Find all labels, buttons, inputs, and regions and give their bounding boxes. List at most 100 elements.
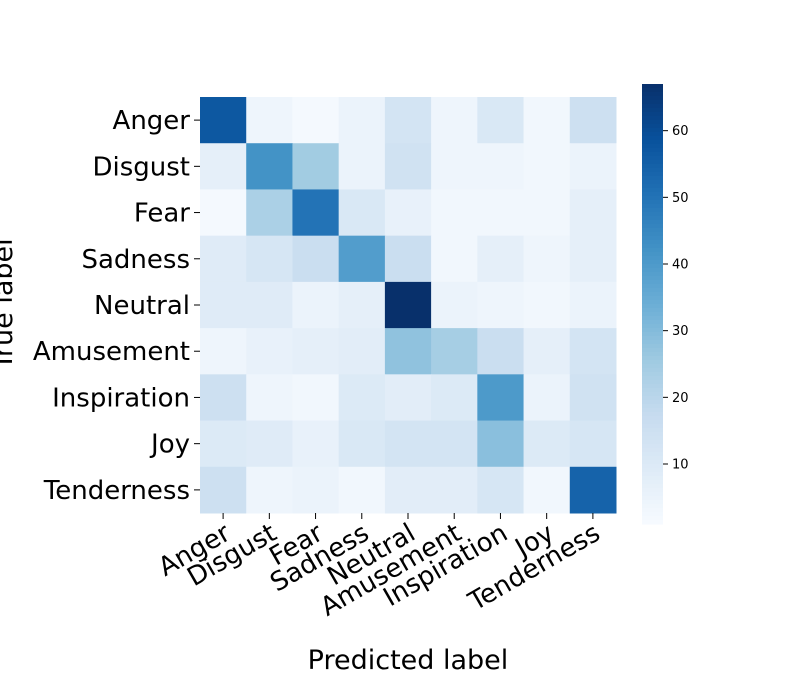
heatmap-cell-inspiration-inspiration bbox=[477, 374, 525, 422]
heatmap-cell-neutral-sadness bbox=[338, 281, 386, 329]
colorbar-segment bbox=[642, 292, 663, 297]
colorbar-segment bbox=[642, 508, 663, 513]
colorbar-segment bbox=[642, 160, 663, 165]
colorbar-segment bbox=[642, 164, 663, 169]
heatmap-cell-disgust-fear bbox=[292, 143, 340, 190]
colorbar-segment bbox=[642, 204, 663, 209]
colorbar-segment bbox=[642, 320, 663, 325]
colorbar-segment bbox=[642, 436, 663, 441]
colorbar-segment bbox=[642, 344, 663, 349]
colorbar-segment bbox=[642, 380, 663, 385]
colorbar-segment bbox=[642, 412, 663, 417]
colorbar-segment bbox=[642, 332, 663, 337]
colorbar-segment bbox=[642, 96, 663, 101]
colorbar-segment bbox=[642, 120, 663, 125]
heatmap-cell-tenderness-joy bbox=[523, 466, 571, 514]
colorbar-segment bbox=[642, 272, 663, 277]
y-tick-label-sadness: Sadness bbox=[81, 245, 190, 275]
colorbar-segment bbox=[642, 312, 663, 317]
heatmap-cell-neutral-disgust bbox=[246, 281, 293, 329]
heatmap-cell-inspiration-fear bbox=[292, 374, 340, 422]
colorbar-segment bbox=[642, 248, 663, 253]
colorbar-segment bbox=[642, 84, 663, 89]
heatmap-cell-joy-sadness bbox=[338, 420, 386, 468]
heatmap-cell-disgust-amusement bbox=[431, 143, 478, 190]
colorbar-segment bbox=[642, 228, 663, 233]
colorbar-segment bbox=[642, 356, 663, 361]
y-tick-label-neutral: Neutral bbox=[94, 291, 190, 321]
heatmap-cell-amusement-tenderness bbox=[569, 328, 617, 375]
heatmap-cell-anger-inspiration bbox=[477, 97, 525, 144]
colorbar-segment bbox=[642, 232, 663, 237]
heatmap-cell-tenderness-sadness bbox=[338, 466, 386, 514]
heatmap-cell-joy-anger bbox=[200, 420, 247, 468]
heatmap-cell-joy-neutral bbox=[384, 420, 432, 468]
heatmap-cell-tenderness-neutral bbox=[384, 466, 432, 514]
colorbar-segment bbox=[642, 476, 663, 481]
heatmap-cell-amusement-neutral bbox=[384, 328, 432, 375]
colorbar-segment bbox=[642, 152, 663, 157]
colorbar-segment bbox=[642, 400, 663, 405]
heatmap-cell-disgust-joy bbox=[523, 143, 571, 190]
colorbar-segment bbox=[642, 148, 663, 153]
colorbar-segment bbox=[642, 516, 663, 521]
colorbar-segment bbox=[642, 224, 663, 229]
heatmap-cell-anger-anger bbox=[200, 97, 247, 144]
colorbar-segment bbox=[642, 484, 663, 489]
colorbar-segment bbox=[642, 104, 663, 109]
heatmap-cell-fear-tenderness bbox=[569, 189, 617, 237]
colorbar-segment bbox=[642, 392, 663, 397]
y-axis-ticks: Anger Disgust Fear Sadness Neutral Amusement I… bbox=[33, 106, 200, 506]
heatmap-cell-tenderness-amusement bbox=[431, 466, 478, 514]
colorbar-segment bbox=[642, 384, 663, 389]
colorbar-segment bbox=[642, 288, 663, 293]
colorbar-segment bbox=[642, 376, 663, 381]
colorbar-segment bbox=[642, 252, 663, 257]
heatmap-cell-neutral-anger bbox=[200, 281, 247, 329]
heatmap-cell-neutral-amusement bbox=[431, 281, 478, 329]
heatmap-cell-tenderness-anger bbox=[200, 466, 247, 514]
colorbar-segment bbox=[642, 112, 663, 117]
heatmap-cell-anger-disgust bbox=[246, 97, 293, 144]
colorbar-segment bbox=[642, 500, 663, 505]
colorbar-segment bbox=[642, 464, 663, 469]
colorbar-segment bbox=[642, 468, 663, 473]
colorbar-segment bbox=[642, 444, 663, 449]
colorbar-segment bbox=[642, 196, 663, 201]
heatmap-cell-joy-joy bbox=[523, 420, 571, 468]
colorbar-segment bbox=[642, 372, 663, 377]
colorbar-segment bbox=[642, 280, 663, 285]
heatmap-cell-disgust-disgust bbox=[246, 143, 293, 190]
colorbar-segment bbox=[642, 132, 663, 137]
colorbar-segment bbox=[642, 404, 663, 409]
y-tick-label-tenderness: Tenderness bbox=[43, 476, 190, 506]
colorbar-segment bbox=[642, 276, 663, 281]
colorbar-segment bbox=[642, 488, 663, 493]
y-tick-label-fear: Fear bbox=[134, 199, 190, 229]
colorbar-segment bbox=[642, 296, 663, 301]
heatmap-cell-fear-anger bbox=[200, 189, 247, 237]
y-tick-label-inspiration: Inspiration bbox=[52, 383, 190, 413]
colorbar-segment bbox=[642, 184, 663, 189]
heatmap-cell-anger-sadness bbox=[338, 97, 386, 144]
heatmap-cell-joy-tenderness bbox=[569, 420, 617, 468]
colorbar-segment bbox=[642, 324, 663, 329]
heatmap-cell-joy-disgust bbox=[246, 420, 293, 468]
heatmap-cell-fear-inspiration bbox=[477, 189, 525, 237]
colorbar-segment bbox=[642, 460, 663, 465]
colorbar-segment bbox=[642, 284, 663, 289]
y-axis-label: True label bbox=[0, 238, 19, 370]
colorbar-segment bbox=[642, 220, 663, 225]
heatmap-cell-anger-amusement bbox=[431, 97, 478, 144]
heatmap-cell-fear-joy bbox=[523, 189, 571, 237]
colorbar-segment bbox=[642, 100, 663, 105]
heatmap-cell-sadness-joy bbox=[523, 235, 571, 283]
y-tick-label-anger: Anger bbox=[113, 106, 191, 136]
colorbar-tick-label: 20 bbox=[672, 391, 689, 406]
colorbar-segment bbox=[642, 240, 663, 245]
colorbar-segment bbox=[642, 388, 663, 393]
colorbar-tick-label: 10 bbox=[672, 458, 689, 473]
heatmap-cell-inspiration-tenderness bbox=[569, 374, 617, 422]
colorbar-segment bbox=[642, 256, 663, 261]
y-tick-label-joy: Joy bbox=[149, 430, 190, 460]
